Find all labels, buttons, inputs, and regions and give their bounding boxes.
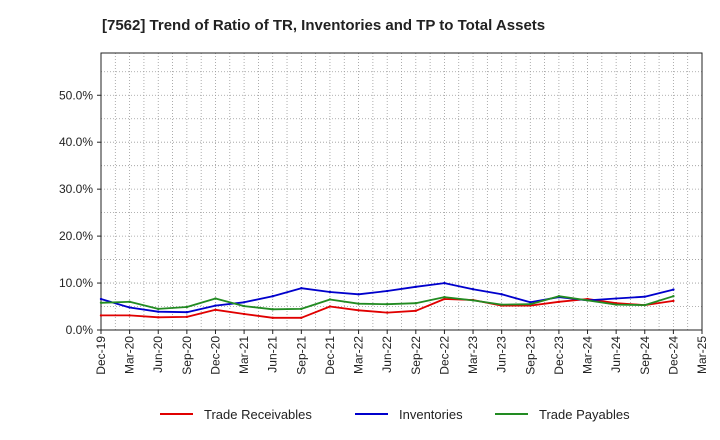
y-tick-label: 10.0% bbox=[59, 276, 93, 290]
grid bbox=[100, 53, 703, 330]
series-lines bbox=[99, 281, 675, 319]
data-point bbox=[357, 293, 360, 296]
data-point bbox=[672, 294, 675, 298]
plot-area bbox=[100, 52, 703, 331]
data-point bbox=[99, 301, 103, 304]
data-point bbox=[328, 298, 332, 301]
data-point bbox=[328, 290, 332, 294]
data-point bbox=[242, 301, 246, 304]
data-point bbox=[128, 300, 131, 304]
x-tick-label: Sep-23 bbox=[523, 336, 537, 375]
x-tick-label: Mar-23 bbox=[466, 336, 480, 374]
data-point bbox=[557, 294, 561, 298]
data-point bbox=[300, 287, 303, 290]
x-tick-label: Jun-20 bbox=[151, 336, 165, 373]
data-point bbox=[242, 312, 246, 316]
data-point bbox=[529, 302, 532, 306]
x-tick-label: Sep-22 bbox=[409, 336, 423, 375]
data-point bbox=[357, 309, 360, 312]
x-tick-label: Jun-21 bbox=[266, 336, 280, 373]
legend-label: Inventories bbox=[399, 407, 463, 422]
x-tick-label: Jun-23 bbox=[495, 336, 509, 373]
data-point bbox=[443, 295, 446, 299]
x-tick-label: Sep-21 bbox=[294, 336, 308, 375]
data-point bbox=[185, 315, 189, 319]
legend-label: Trade Receivables bbox=[204, 407, 312, 422]
data-point bbox=[557, 300, 561, 304]
data-point bbox=[157, 316, 160, 319]
data-point bbox=[385, 311, 389, 314]
data-point bbox=[271, 308, 274, 311]
x-tick-label: Dec-19 bbox=[94, 336, 108, 375]
data-point bbox=[271, 294, 274, 298]
data-point bbox=[385, 302, 389, 306]
data-point bbox=[214, 304, 217, 307]
data-point bbox=[300, 307, 303, 311]
data-point bbox=[471, 287, 475, 291]
x-tick-label: Sep-24 bbox=[638, 336, 652, 375]
data-point bbox=[643, 303, 646, 307]
x-tick-label: Jun-22 bbox=[380, 336, 394, 373]
data-point bbox=[242, 304, 246, 308]
data-point bbox=[214, 297, 217, 300]
x-tick-label: Dec-22 bbox=[437, 336, 451, 375]
data-point bbox=[672, 299, 675, 303]
data-point bbox=[99, 297, 103, 301]
data-point bbox=[157, 310, 160, 313]
x-tick-label: Mar-21 bbox=[237, 336, 251, 374]
data-point bbox=[529, 301, 532, 304]
x-tick-label: Jun-24 bbox=[609, 336, 623, 373]
x-tick-label: Mar-25 bbox=[695, 336, 709, 374]
data-point bbox=[414, 285, 418, 289]
data-point bbox=[586, 299, 589, 302]
chart-title: [7562] Trend of Ratio of TR, Inventories… bbox=[102, 17, 545, 34]
data-point bbox=[99, 314, 103, 317]
data-point bbox=[357, 302, 360, 305]
x-tick-label: Dec-23 bbox=[552, 336, 566, 375]
data-point bbox=[157, 307, 160, 311]
data-point bbox=[271, 316, 274, 319]
x-tick-label: Mar-20 bbox=[123, 336, 137, 374]
y-axis: 0.0% 10.0% 20.0% 30.0% 40.0% 50.0% bbox=[59, 88, 101, 337]
data-point bbox=[500, 293, 503, 296]
x-tick-label: Sep-20 bbox=[180, 336, 194, 375]
data-point bbox=[128, 306, 131, 309]
data-point bbox=[614, 297, 618, 300]
data-point bbox=[385, 289, 389, 293]
y-tick-label: 30.0% bbox=[59, 182, 93, 196]
data-point bbox=[443, 281, 446, 285]
data-point bbox=[185, 305, 189, 309]
x-axis: Dec-19 Mar-20 Jun-20 Sep-20 Dec-20 Mar-21 Jun-… bbox=[94, 330, 709, 375]
y-tick-label: 20.0% bbox=[59, 229, 93, 243]
data-point bbox=[443, 297, 446, 301]
legend: Trade Receivables Inventories Trade Payabl… bbox=[160, 407, 630, 422]
data-point bbox=[672, 288, 675, 291]
y-tick-label: 0.0% bbox=[66, 323, 94, 337]
data-point bbox=[414, 302, 418, 305]
x-tick-label: Dec-20 bbox=[208, 336, 222, 375]
y-tick-label: 40.0% bbox=[59, 135, 93, 149]
data-point bbox=[471, 299, 475, 302]
data-point bbox=[500, 303, 503, 306]
legend-label: Trade Payables bbox=[539, 407, 630, 422]
x-tick-label: Mar-22 bbox=[352, 336, 366, 374]
data-point bbox=[614, 303, 618, 306]
x-tick-label: Dec-21 bbox=[323, 336, 337, 375]
data-point bbox=[328, 305, 332, 308]
y-tick-label: 50.0% bbox=[59, 88, 93, 102]
data-point bbox=[300, 316, 303, 319]
data-point bbox=[414, 309, 418, 312]
data-point bbox=[643, 295, 646, 298]
data-point bbox=[128, 314, 131, 317]
x-tick-label: Dec-24 bbox=[666, 336, 680, 375]
data-point bbox=[185, 310, 189, 314]
x-tick-label: Mar-24 bbox=[581, 336, 595, 374]
data-point bbox=[214, 308, 217, 312]
